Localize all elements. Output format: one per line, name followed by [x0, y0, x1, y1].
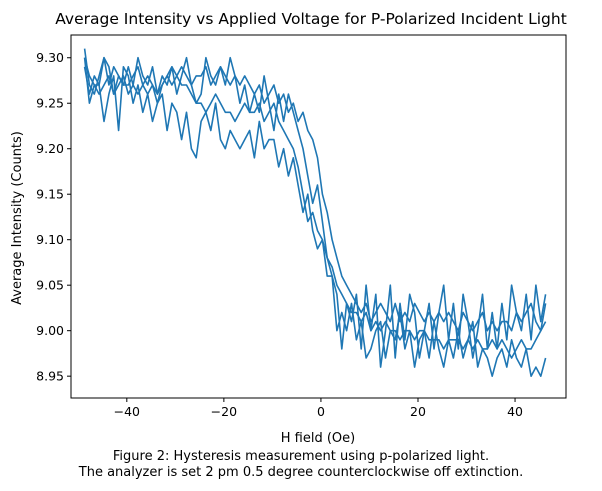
x-ticks: −40 −20 0 20 40 [114, 398, 523, 419]
x-tick-label: 0 [317, 404, 325, 419]
plot-frame [70, 34, 567, 399]
series-line-3 [83, 57, 547, 378]
series-group [83, 48, 547, 378]
y-tick-label: 9.25 [36, 96, 64, 111]
series-line-4 [83, 56, 547, 368]
x-tick-label: −40 [114, 404, 140, 419]
y-axis-label-group: Average Intensity (Counts) [10, 131, 25, 305]
y-ticks: 8.95 9.00 9.05 9.10 9.15 9.20 9.25 9.30 [36, 50, 71, 384]
chart-title: Average Intensity vs Applied Voltage for… [55, 10, 567, 28]
y-tick-label: 8.95 [36, 369, 64, 384]
figure-caption-line-2: The analyzer is set 2 pm 0.5 degree coun… [78, 465, 524, 480]
chart: Average Intensity vs Applied Voltage for… [10, 10, 567, 446]
x-tick-label: 40 [507, 404, 523, 419]
x-tick-label: 20 [410, 404, 426, 419]
y-tick-label: 9.15 [36, 187, 64, 202]
series-line-1 [83, 48, 547, 359]
y-tick-label: 9.10 [36, 232, 64, 247]
y-tick-label: 9.00 [36, 323, 64, 338]
y-tick-label: 9.05 [36, 278, 64, 293]
x-tick-label: −20 [211, 404, 237, 419]
y-tick-label: 9.30 [36, 50, 64, 65]
figure-caption-line-1: Figure 2: Hysteresis measurement using p… [112, 449, 490, 464]
y-tick-label: 9.20 [36, 141, 64, 156]
y-axis-label: Average Intensity (Counts) [10, 131, 25, 305]
x-axis-label: H field (Oe) [281, 431, 355, 446]
